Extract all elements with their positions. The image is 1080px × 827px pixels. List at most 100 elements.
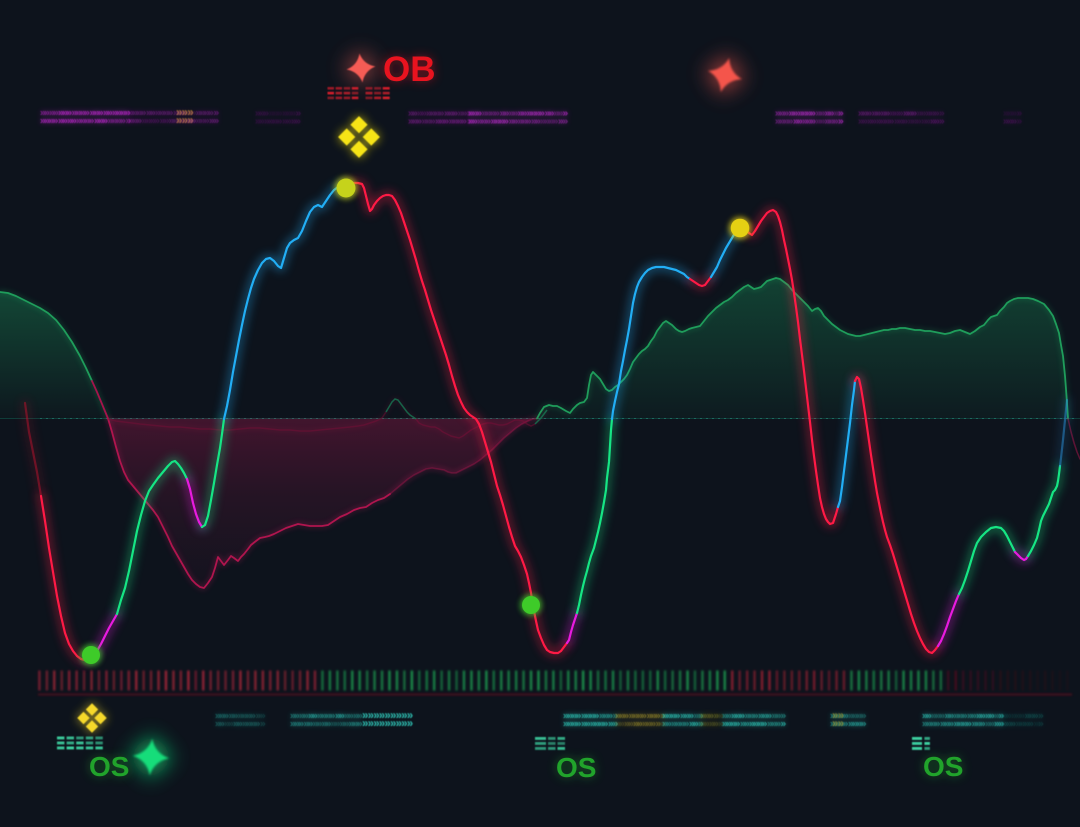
svg-text:OB: OB [383, 50, 436, 89]
svg-text:»: » [939, 108, 945, 119]
svg-text:»»: »» [581, 718, 591, 729]
svg-text:»»»: »»» [58, 108, 73, 119]
svg-text:»: » [838, 108, 844, 119]
svg-text:»»»»: »»»» [830, 718, 849, 729]
svg-text:»: » [781, 718, 787, 729]
svg-text:»»»»: »»»» [449, 116, 468, 127]
svg-text:»»»: »»» [282, 108, 297, 119]
svg-text:»»»: »»» [349, 718, 364, 729]
svg-text:»: » [126, 115, 132, 126]
svg-text:»»»: »»» [176, 107, 193, 119]
svg-text:»»»: »»» [767, 718, 782, 729]
svg-text:»»: »» [313, 718, 323, 729]
svg-text:»»: »» [816, 108, 826, 119]
svg-text:»»: »» [832, 718, 844, 730]
svg-text:»»»»: »»»» [155, 108, 174, 119]
svg-text:»»»»: »»»» [426, 108, 445, 119]
svg-text:»»»: »»» [615, 711, 630, 722]
svg-text:»»»: »»» [128, 115, 143, 126]
svg-text:»»: »» [229, 711, 239, 722]
svg-text:»»: »» [917, 108, 927, 119]
svg-text:OS: OS [556, 752, 596, 783]
svg-text:»»: »» [881, 108, 891, 119]
svg-text:»»: »» [215, 718, 225, 729]
svg-text:»: » [467, 108, 473, 119]
svg-text:»»: »» [335, 711, 345, 722]
svg-text:»»: »» [624, 718, 634, 729]
svg-text:»»»: »»» [680, 711, 695, 722]
svg-text:»»»»: »»»» [264, 116, 283, 127]
svg-text:»»»»: »»»» [40, 115, 59, 126]
svg-text:»»»: »»» [444, 108, 459, 119]
svg-text:»»»»: »»»» [876, 116, 895, 127]
svg-text:»»: »» [615, 718, 625, 729]
svg-text:»»: »» [322, 718, 332, 729]
svg-text:»: » [994, 718, 1000, 729]
svg-text:»»»: »»» [477, 116, 492, 127]
svg-text:»»: »» [500, 108, 510, 119]
svg-text:»»»»: »»»» [775, 116, 794, 127]
svg-text:»: » [1038, 711, 1044, 722]
svg-text:»: » [256, 711, 262, 722]
svg-text:»: » [613, 711, 619, 722]
svg-text:»»: »» [858, 116, 868, 127]
svg-text:»»: »» [322, 718, 332, 729]
svg-text:»»: »» [816, 116, 826, 127]
svg-text:»»: »» [229, 711, 239, 722]
svg-text:OS: OS [923, 751, 963, 782]
svg-text:»: » [1034, 718, 1040, 729]
svg-text:»»: »» [509, 108, 519, 119]
svg-text:»»: »» [40, 108, 50, 119]
svg-text:»»: »» [531, 116, 541, 127]
svg-text:»»»: »»» [468, 108, 483, 119]
svg-text:»: » [1038, 718, 1044, 729]
svg-text:»»»: »»» [825, 116, 840, 127]
svg-text:»: » [939, 108, 945, 119]
svg-text:»»: »» [917, 108, 927, 119]
svg-text:»: » [260, 718, 266, 729]
svg-text:»»: »» [187, 115, 197, 126]
svg-text:»»: »» [340, 718, 350, 729]
svg-text:»»: »» [103, 108, 113, 119]
svg-text:»»»»: »»»» [242, 718, 261, 729]
svg-text:»»»: »»» [758, 711, 773, 722]
svg-text:»»»»: »»»» [482, 108, 501, 119]
svg-text:»: » [781, 711, 787, 722]
svg-text:»»»: »»» [642, 718, 657, 729]
svg-text:»: » [660, 711, 666, 722]
svg-text:»: » [1038, 718, 1044, 729]
svg-text:»»»: »»» [647, 711, 662, 722]
svg-text:»: » [994, 711, 1000, 722]
svg-text:»»: »» [789, 108, 799, 119]
svg-text:»»»: »»» [758, 711, 773, 722]
svg-text:»»: »» [825, 108, 835, 119]
svg-text:»»: »» [160, 115, 170, 126]
svg-text:»: » [260, 711, 266, 722]
svg-text:»»: »» [922, 711, 932, 722]
svg-text:»: » [613, 718, 619, 729]
svg-text:»: » [214, 108, 220, 119]
svg-text:»»: »» [308, 711, 318, 722]
svg-text:»»»»: »»»» [196, 108, 215, 119]
svg-text:»: » [718, 711, 724, 722]
svg-text:»»»»: »»»» [76, 115, 95, 126]
svg-text:»»: »» [921, 116, 931, 127]
svg-text:»»: »» [881, 108, 891, 119]
svg-text:»»: »» [304, 718, 314, 729]
svg-text:»: » [563, 116, 569, 127]
svg-text:»»»: »»» [176, 115, 193, 127]
svg-text:»»: »» [518, 108, 528, 119]
svg-text:»: » [563, 108, 569, 119]
svg-text:»»»: »»» [903, 108, 918, 119]
svg-text:»»: »» [299, 711, 309, 722]
svg-text:»»»»: »»»» [142, 115, 161, 126]
svg-text:»»: »» [509, 116, 519, 127]
svg-text:»: » [718, 718, 724, 729]
svg-text:»»: »» [581, 718, 591, 729]
svg-text:»»»»: »»»» [527, 108, 546, 119]
svg-text:»»»: »»» [1003, 108, 1018, 119]
svg-text:»»»»: »»»» [629, 711, 648, 722]
svg-text:»: » [781, 718, 787, 729]
svg-text:»»: »» [740, 718, 750, 729]
svg-text:»»»: »»» [908, 116, 923, 127]
